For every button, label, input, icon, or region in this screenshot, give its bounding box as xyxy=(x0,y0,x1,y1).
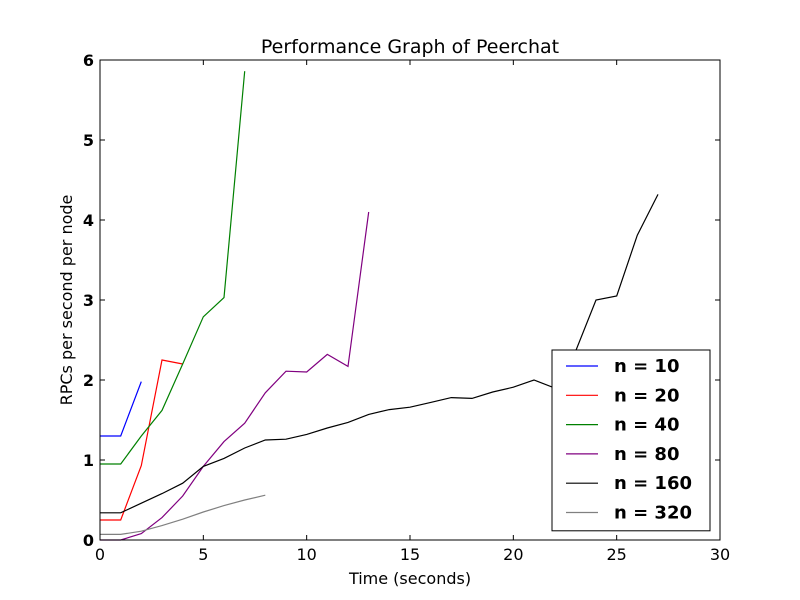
y-axis-label: RPCs per second per node xyxy=(57,195,76,406)
series-line-5 xyxy=(100,494,266,536)
x-tick-label: 0 xyxy=(95,545,105,564)
x-tick-label: 20 xyxy=(503,545,523,564)
y-tick-label: 6 xyxy=(83,51,94,70)
x-tick-label: 30 xyxy=(710,545,730,564)
series-line-2 xyxy=(100,71,246,465)
x-tick-label: 25 xyxy=(606,545,626,564)
y-tick-label: 5 xyxy=(83,131,94,150)
series-line-1 xyxy=(100,359,183,521)
legend-label-1: n = 20 xyxy=(614,385,679,406)
legend-box xyxy=(551,349,711,532)
x-tick-label: 15 xyxy=(400,545,420,564)
y-tick-label: 1 xyxy=(83,451,94,470)
series-line-0 xyxy=(100,381,142,437)
legend-label-5: n = 320 xyxy=(614,503,692,524)
y-tick-label: 3 xyxy=(83,291,94,310)
x-axis-label: Time (seconds) xyxy=(348,569,471,588)
legend-label-2: n = 40 xyxy=(614,415,679,436)
y-tick-label: 4 xyxy=(83,211,94,230)
x-tick-label: 5 xyxy=(198,545,208,564)
legend-label-0: n = 10 xyxy=(614,356,679,377)
legend: n = 10 n = 20 n = 40 n = 80 n = 160 n = 320 xyxy=(551,349,711,532)
series-line-3 xyxy=(100,211,370,541)
y-tick-label: 2 xyxy=(83,371,94,390)
ticks-layer: 0 5 10 15 20 25 30 0 1 2 3 4 5 6 xyxy=(83,51,730,564)
legend-label-4: n = 160 xyxy=(614,473,692,494)
chart-title: Performance Graph of Peerchat xyxy=(261,36,559,58)
y-tick-label: 0 xyxy=(83,531,94,550)
x-tick-label: 10 xyxy=(296,545,316,564)
legend-label-3: n = 80 xyxy=(614,444,679,465)
